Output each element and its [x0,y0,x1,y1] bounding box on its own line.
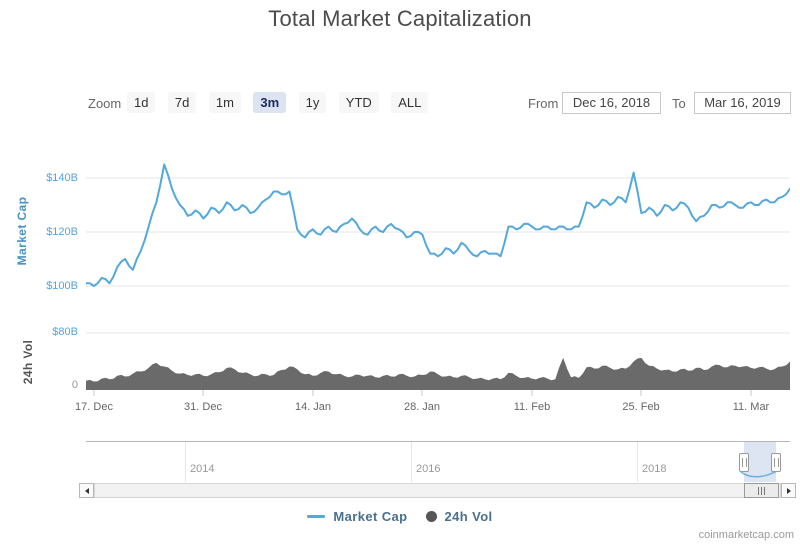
dot-marker-icon [425,511,437,522]
navigator-left-handle-icon[interactable] [739,453,749,472]
ytick-140b: $140B [46,172,78,184]
legend-label: 24h Vol [444,509,493,524]
scrollbar-thumb[interactable] [744,483,779,498]
zoom-button-all[interactable]: ALL [391,92,429,113]
zoom-button-ytd[interactable]: YTD [338,92,379,113]
scroll-right-button[interactable] [781,483,796,498]
handle-grip-icon [741,458,747,467]
xtick-25feb: 25. Feb [622,401,660,413]
zoom-button-7d[interactable]: 7d [167,92,197,113]
scrollbar-track[interactable] [94,483,781,498]
xtick-17dec: 17. Dec [75,401,113,413]
legend-item-market-cap[interactable]: Market Cap [307,509,407,524]
market-cap-line-series [86,163,790,287]
volume-chart-pane[interactable] [86,332,790,392]
legend-label: Market Cap [333,509,408,524]
to-date-input[interactable]: Mar 16, 2019 [694,92,791,114]
zoom-button-group: 1d 7d 1m 3m 1y YTD ALL [127,92,436,113]
scroll-left-button[interactable] [79,483,94,498]
navigator-gridline [185,442,186,482]
navigator-year-2018: 2018 [642,463,667,475]
legend-item-24h-vol[interactable]: 24h Vol [425,509,493,524]
arrow-right-icon [786,487,794,494]
zoom-button-3m[interactable]: 3m [253,92,287,113]
x-axis-ticks [93,390,752,396]
market-cap-chart-pane[interactable] [86,152,790,316]
navigator-right-handle-icon[interactable] [771,453,781,472]
navigator-gridline [637,442,638,482]
zoom-label: Zoom [88,96,122,111]
range-navigator[interactable]: 2014 2016 2018 [86,441,790,482]
ytick-100b: $100B [46,280,78,292]
thumb-grip-icon [761,486,762,495]
line-marker-icon [307,515,326,518]
navigator-year-2014: 2014 [190,463,215,475]
xtick-31dec: 31. Dec [184,401,222,413]
xtick-11mar: 11. Mar [732,401,770,413]
navigator-year-2016: 2016 [416,463,441,475]
xtick-28jan: 28. Jan [403,401,441,413]
ytick-80b: $80B [52,326,78,338]
chart-credit-link[interactable]: coinmarketcap.com [698,529,794,541]
navigator-series-preview [740,470,778,478]
navigator-gridline [411,442,412,482]
from-label: From [528,96,559,111]
zoom-button-1d[interactable]: 1d [127,92,156,113]
arrow-left-icon [82,487,89,494]
ytick-120b: $120B [46,226,78,238]
horizontal-scrollbar[interactable] [79,483,796,498]
page-title: Total Market Capitalization [268,6,532,31]
zoom-button-1m[interactable]: 1m [208,92,241,113]
xtick-14jan: 14. Jan [294,401,332,413]
handle-grip-icon [773,458,779,467]
zoom-button-1y[interactable]: 1y [298,92,327,113]
thumb-grip-icon [764,486,765,495]
volume-area-series [86,357,790,390]
legend: Market Cap 24h Vol [0,509,800,524]
to-label: To [672,96,686,111]
from-date-input[interactable]: Dec 16, 2018 [562,92,661,114]
xtick-11feb: 11. Feb [513,401,551,413]
thumb-grip-icon [758,486,759,495]
ytick-0: 0 [71,379,78,391]
